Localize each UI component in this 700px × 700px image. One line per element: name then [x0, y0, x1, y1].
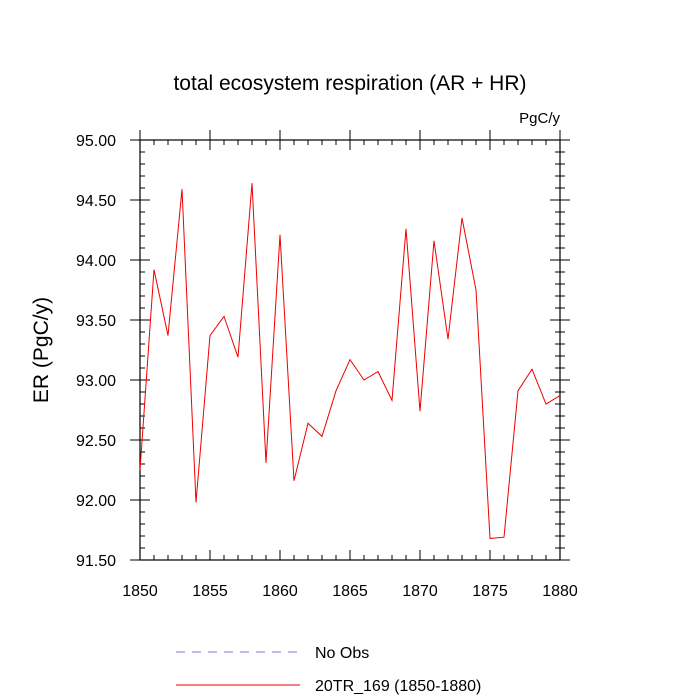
x-tick-label: 1880: [542, 583, 578, 600]
chart-title: total ecosystem respiration (AR + HR): [173, 72, 526, 95]
x-tick-label: 1870: [402, 583, 438, 600]
ticks-layer: 1850 1855 1860 1865 1870 1875 1880 91.50 92.00 92…: [76, 130, 578, 600]
x-tick-label: 1850: [122, 583, 158, 600]
units-label: PgC/y: [519, 110, 560, 127]
x-tick-label: 1855: [192, 583, 228, 600]
legend: No Obs 20TR_169 (1850-1880): [176, 645, 481, 695]
legend-label-0: No Obs: [315, 645, 369, 662]
y-axis-label: ER (PgC/y): [30, 297, 53, 403]
series-line-1: [139, 183, 561, 539]
y-tick-label: 92.50: [76, 433, 116, 450]
y-tick-label: 95.00: [76, 133, 116, 150]
series-layer: [139, 183, 561, 539]
y-tick-label: 94.00: [76, 253, 116, 270]
y-tick-label: 94.50: [76, 193, 116, 210]
x-tick-label: 1865: [332, 583, 368, 600]
x-tick-label: 1860: [262, 583, 298, 600]
y-tick-label: 91.50: [76, 553, 116, 570]
y-tick-label: 92.00: [76, 493, 116, 510]
plot-frame: [139, 139, 561, 561]
y-tick-label: 93.50: [76, 313, 116, 330]
legend-label-1: 20TR_169 (1850-1880): [315, 678, 481, 695]
y-tick-label: 93.00: [76, 373, 116, 390]
x-tick-label: 1875: [472, 583, 508, 600]
